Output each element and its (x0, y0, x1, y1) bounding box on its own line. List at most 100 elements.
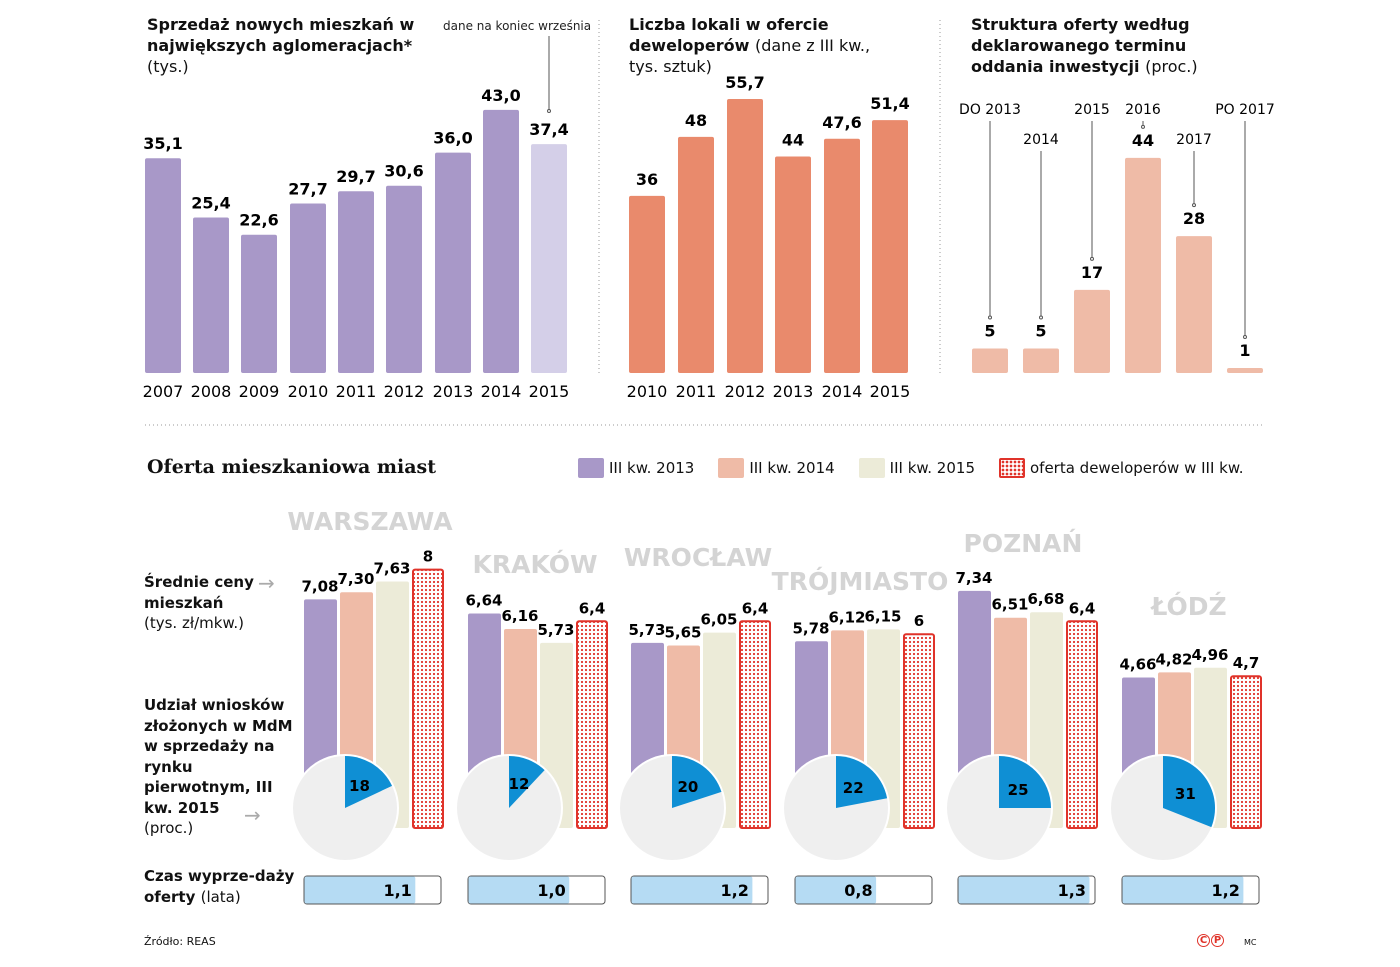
price-label: 6,4 (742, 599, 769, 617)
price-label: 4,82 (1155, 650, 1192, 668)
legend: III kw. 2013 III kw. 2014 III kw. 2015 o… (578, 458, 1244, 478)
x-tick-label: 2009 (239, 382, 280, 401)
price-label: 6,64 (465, 592, 502, 610)
chart1-note: dane na koniec września (443, 19, 592, 33)
time-label: 1,0 (537, 881, 565, 900)
price-label: 6,16 (501, 607, 538, 625)
chart4-title: Oferta mieszkaniowa miast (147, 456, 436, 478)
pie-slice (1163, 756, 1215, 828)
source-note: Źródło: REAS (144, 935, 216, 948)
bar-label: 47,6 (822, 113, 861, 132)
bar-2013 (435, 152, 471, 373)
author-initials: MC (1244, 938, 1257, 947)
bar-2015 (872, 120, 908, 373)
bar-label: 44 (782, 131, 804, 150)
price-label: 5,78 (792, 619, 829, 637)
x-tick-label: 2008 (191, 382, 232, 401)
x-tick-label: 2014 (481, 382, 522, 401)
price-label: 6,05 (700, 611, 737, 629)
bar-label: 48 (685, 111, 707, 130)
x-tick-label: 2012 (725, 382, 766, 401)
x-tick-label: 2011 (676, 382, 717, 401)
leader-dot (1192, 203, 1196, 208)
legend-item-offer: oferta deweloperów w III kw. (998, 458, 1244, 478)
legend-item-2015: III kw. 2015 (858, 458, 975, 478)
note-leader-dot (547, 109, 551, 113)
legend-swatch (578, 458, 604, 478)
x-tick-label: 2011 (336, 382, 377, 401)
price-label: 6,15 (864, 607, 901, 625)
time-bar-fill (958, 876, 1090, 904)
x-tick-label: 2012 (384, 382, 425, 401)
x-tick-label: 2013 (773, 382, 814, 401)
city-name: ŁÓDŹ (1149, 591, 1226, 621)
price-label: 8 (423, 548, 433, 566)
legend-item-2013: III kw. 2013 (578, 458, 694, 478)
x-tick-label: 2017 (1176, 132, 1212, 148)
city-name: TRÓJMIASTO (772, 566, 949, 596)
chart1-title: Sprzedaż nowych mieszkań w największych … (147, 15, 415, 76)
city-name: WARSZAWA (287, 507, 453, 536)
bar-label: 25,4 (191, 194, 230, 213)
price-label: 7,08 (301, 577, 338, 595)
x-tick-label: 2014 (1023, 132, 1059, 148)
bar-2010 (290, 203, 326, 373)
bar-label: 17 (1081, 263, 1103, 282)
time-bar-fill (795, 876, 877, 904)
pie-slice (509, 756, 545, 808)
legend-swatch (858, 458, 885, 478)
bar-label: 55,7 (725, 73, 764, 92)
pie-slice (836, 756, 888, 808)
bar-2011 (678, 136, 714, 373)
bar-label: 28 (1183, 209, 1205, 228)
time-bar-fill (468, 876, 570, 904)
bar-2011 (338, 191, 374, 373)
time-label: 1,3 (1058, 881, 1086, 900)
price-label: 6,68 (1027, 590, 1064, 608)
price-label: 7,30 (337, 570, 374, 588)
time-label: 0,8 (844, 881, 872, 900)
price-label: 5,73 (537, 621, 574, 639)
time-bar-fill (304, 876, 416, 904)
price-label: 6,51 (991, 596, 1028, 614)
price-label: 4,7 (1233, 654, 1260, 672)
arrow-icon: → (244, 803, 261, 827)
pie-slice (345, 756, 393, 808)
price-label: 6 (914, 612, 924, 630)
pie-label: 12 (509, 775, 530, 793)
x-tick-label: 2007 (143, 382, 184, 401)
legend-item-2014: III kw. 2014 (718, 458, 835, 478)
bar-label: 35,1 (143, 134, 182, 153)
x-tick-label: 2010 (627, 382, 668, 401)
bar-label: 27,7 (288, 179, 327, 198)
row-label-prices: Średnie ceny mieszkań (tys. zł/mkw.) (144, 573, 254, 632)
bar-label: 1 (1239, 341, 1250, 360)
bar-2014 (1023, 348, 1059, 373)
bar-label: 5 (984, 322, 995, 341)
bar-label: 43,0 (481, 86, 520, 105)
bar-2015 (1074, 289, 1110, 373)
bar-2008 (193, 217, 229, 373)
pie-slice (672, 756, 722, 808)
price-label: 6,4 (1069, 599, 1096, 617)
bar-label: 5 (1035, 322, 1046, 341)
city-name: KRAKÓW (472, 549, 597, 579)
city-name: WROCŁAW (624, 543, 772, 572)
bar-2012 (386, 185, 422, 373)
city-name: POZNAŃ (964, 529, 1083, 558)
bar-2009 (241, 234, 277, 373)
price-label: 4,96 (1191, 646, 1228, 664)
leader-dot (988, 315, 992, 320)
x-tick-label: PO 2017 (1215, 102, 1275, 118)
offer-bar (1230, 675, 1262, 829)
price-label: 4,66 (1119, 655, 1156, 673)
bar-2014 (824, 138, 860, 373)
bar-label: 36,0 (433, 129, 472, 148)
row-label-time: Czas wyprze-daży oferty (lata) (144, 867, 295, 906)
x-tick-label: DO 2013 (959, 102, 1021, 118)
bar-label: 44 (1132, 131, 1154, 150)
time-label: 1,1 (383, 881, 411, 900)
bar-label: 51,4 (870, 94, 909, 113)
